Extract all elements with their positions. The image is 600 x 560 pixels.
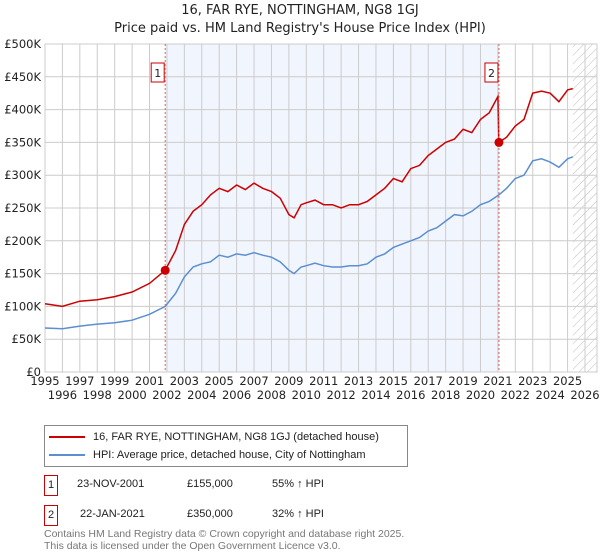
y-tick-label: £100K [4,299,41,313]
x-tick-label: 2013 [344,374,373,388]
transaction-price: £155,000 [187,478,233,490]
x-tick-label: 2018 [431,388,460,402]
x-tick-label: 2021 [483,374,512,388]
y-tick-label: £0 [26,365,41,379]
transaction-hpi: 32% ↑ HPI [272,508,324,520]
x-tick-label: 2009 [274,374,303,388]
x-tick-label: 1998 [83,388,112,402]
chart-subtitle: Price paid vs. HM Land Registry's House … [114,21,486,36]
x-tick-label: 2004 [187,388,216,402]
y-tick-label: £400K [4,103,41,117]
x-tick-label: 2001 [135,374,164,388]
x-tick-label: 2025 [553,374,582,388]
property-price-line [44,87,573,308]
x-tick-label: 2019 [448,374,477,388]
y-tick-label: £50K [12,332,42,346]
x-tick-label: 2014 [361,388,390,402]
footer-licence: This data is licensed under the Open Gov… [44,540,341,552]
footer: Contains HM Land Registry data © Crown c… [44,528,404,552]
x-tick-label: 2008 [257,388,286,402]
y-tick-label: £450K [4,70,41,84]
sale-point [494,137,504,147]
transaction-number: 2 [44,505,58,526]
y-tick-label: £200K [4,234,41,248]
x-tick-label: 2017 [414,374,443,388]
legend-label: HPI: Average price, detached house, City… [93,449,366,461]
legend-item-property: 16, FAR RYE, NOTTINGHAM, NG8 1GJ (detach… [49,429,379,445]
transaction-date: 23-NOV-2001 [77,478,145,490]
legend-swatch-blue [49,454,85,456]
x-tick-label: 2005 [205,374,234,388]
y-tick-label: £350K [4,135,41,149]
y-tick-label: £300K [4,168,41,182]
sale-label: 2 [488,67,495,80]
x-tick-label: 1996 [48,388,77,402]
sale-label-box [150,62,165,83]
x-tick-label: 2010 [292,388,321,402]
y-tick-label: £150K [4,267,41,281]
transaction-hpi: 55% ↑ HPI [272,478,324,490]
sale-point [160,265,170,275]
x-tick-label: 1997 [65,374,94,388]
x-tick-label: 2011 [309,374,338,388]
transaction-date: 22-JAN-2021 [80,508,145,520]
x-tick-label: 2020 [466,388,495,402]
hpi-line [44,156,574,330]
y-tick-label: £500K [4,37,41,51]
plot-border [44,43,598,373]
x-tick-label: 1999 [100,374,129,388]
x-tick-label: 2026 [570,388,599,402]
x-tick-label: 2015 [379,374,408,388]
legend-item-hpi: HPI: Average price, detached house, City… [49,447,366,463]
x-tick-label: 2003 [170,374,199,388]
transaction-price: £350,000 [187,508,233,520]
x-tick-label: 2000 [117,388,146,402]
x-tick-label: 2024 [536,388,565,402]
x-tick-label: 2006 [222,388,251,402]
x-tick-label: 2023 [518,374,547,388]
transaction-number: 1 [44,475,58,496]
y-tick-label: £250K [4,201,41,215]
x-tick-label: 2007 [239,374,268,388]
x-tick-label: 2016 [396,388,425,402]
chart-legend: 16, FAR RYE, NOTTINGHAM, NG8 1GJ (detach… [44,425,408,467]
legend-swatch-red [49,436,85,438]
footer-copyright: Contains HM Land Registry data © Crown c… [44,528,405,540]
legend-label: 16, FAR RYE, NOTTINGHAM, NG8 1GJ (detach… [93,431,379,443]
x-tick-label: 2022 [501,388,530,402]
transaction-row: 1 23-NOV-2001 £155,000 55% ↑ HPI [44,475,444,496]
x-tick-label: 1995 [30,374,59,388]
x-tick-label: 2002 [152,388,181,402]
sale-label-box [484,62,499,83]
chart-title: 16, FAR RYE, NOTTINGHAM, NG8 1GJ [181,3,419,18]
sale-label: 1 [154,67,161,80]
line-chart: 1995199619971998199920002001200220032004… [4,37,599,402]
x-tick-label: 2012 [326,388,355,402]
transaction-row: 2 22-JAN-2021 £350,000 32% ↑ HPI [44,505,444,526]
